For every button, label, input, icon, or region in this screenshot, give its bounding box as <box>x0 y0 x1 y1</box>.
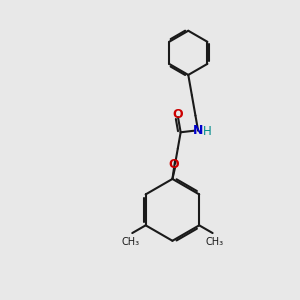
Text: CH₃: CH₃ <box>122 237 140 247</box>
Text: CH₃: CH₃ <box>205 237 223 247</box>
Text: H: H <box>203 125 212 138</box>
Text: O: O <box>169 158 179 171</box>
Text: N: N <box>193 124 203 137</box>
Text: O: O <box>172 108 183 121</box>
